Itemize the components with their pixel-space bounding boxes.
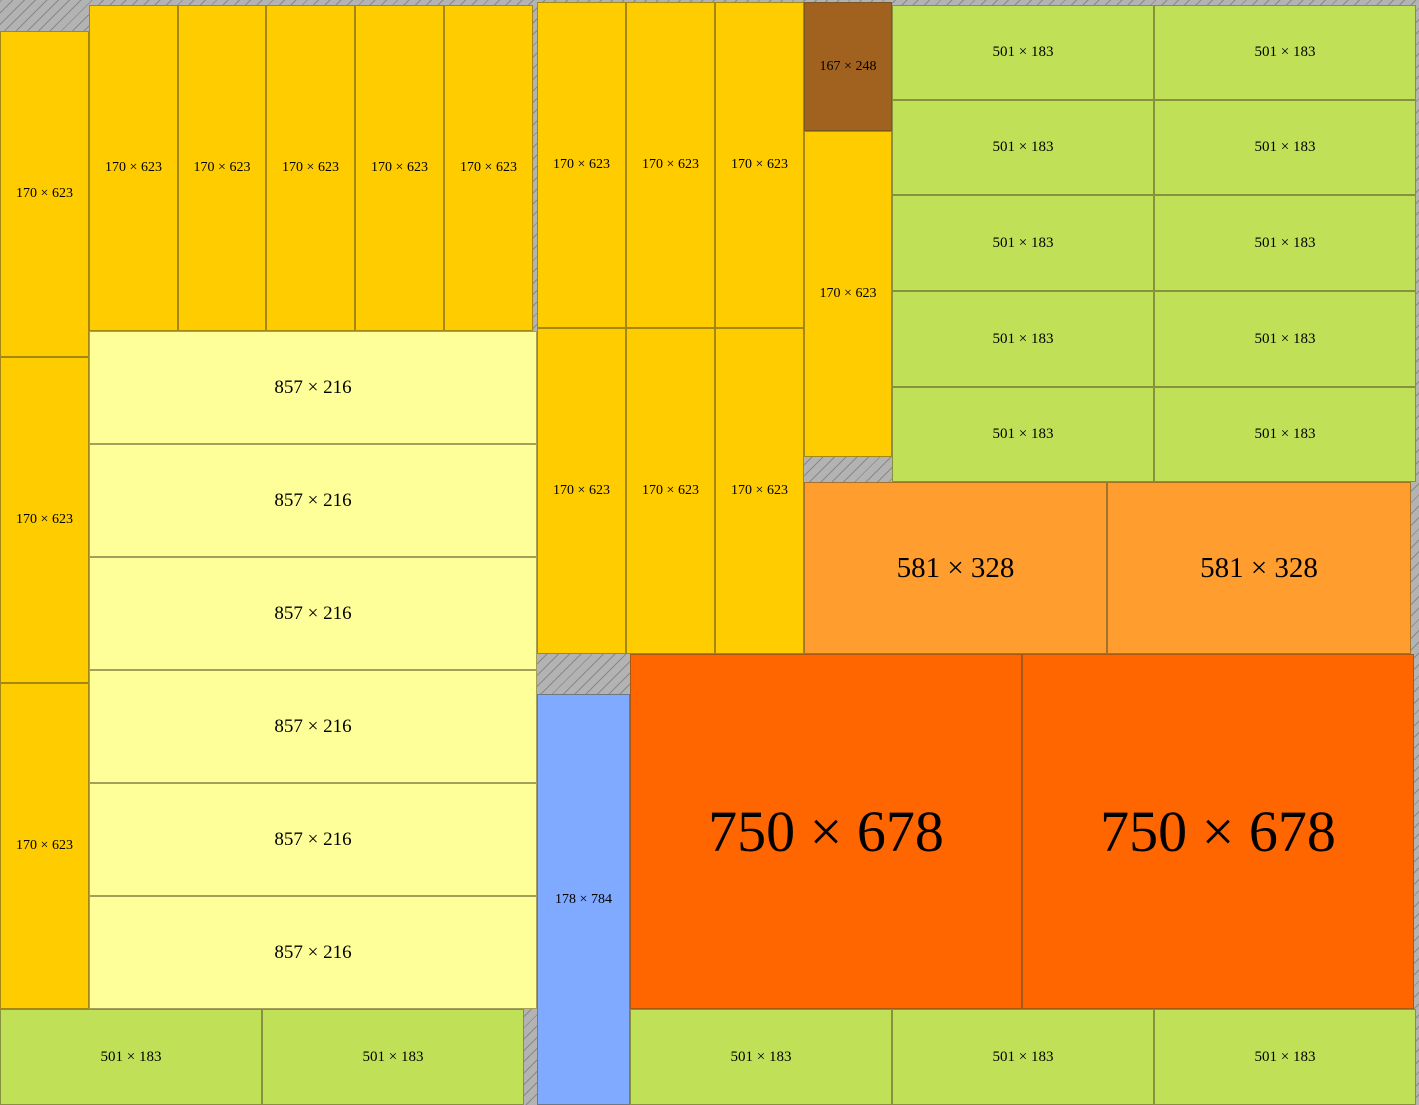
rect-750x678: 750 × 678 (630, 654, 1022, 1009)
rect-170x623: 170 × 623 (0, 683, 89, 1009)
rect-label: 501 × 183 (362, 1048, 424, 1065)
rect-label: 857 × 216 (274, 828, 352, 850)
rect-501x183: 501 × 183 (262, 1009, 524, 1105)
rect-501x183: 501 × 183 (0, 1009, 262, 1105)
rect-581x328: 581 × 328 (804, 482, 1107, 654)
rect-857x216: 857 × 216 (89, 444, 537, 557)
rect-501x183: 501 × 183 (892, 387, 1154, 482)
rect-label: 178 × 784 (555, 891, 612, 907)
rect-178x784: 178 × 784 (537, 694, 630, 1105)
rect-label: 170 × 623 (553, 157, 610, 172)
rect-label: 170 × 623 (282, 160, 339, 175)
rect-170x623: 170 × 623 (626, 2, 715, 328)
rect-501x183: 501 × 183 (1154, 5, 1416, 100)
rect-501x183: 501 × 183 (1154, 1009, 1416, 1105)
rect-label: 857 × 216 (274, 715, 352, 737)
rect-501x183: 501 × 183 (630, 1009, 892, 1105)
rect-label: 501 × 183 (992, 44, 1054, 60)
rect-label: 501 × 183 (1254, 234, 1316, 251)
rect-501x183: 501 × 183 (892, 195, 1154, 291)
rect-label: 501 × 183 (1254, 139, 1316, 155)
rect-170x623: 170 × 623 (355, 5, 444, 331)
rect-label: 501 × 183 (1254, 426, 1316, 442)
rect-label: 857 × 216 (274, 941, 352, 963)
rect-170x623: 170 × 623 (626, 328, 715, 654)
rect-581x328: 581 × 328 (1107, 482, 1411, 654)
rect-label: 170 × 623 (193, 160, 251, 175)
rect-170x623: 170 × 623 (537, 328, 626, 654)
rect-label: 170 × 623 (460, 160, 517, 175)
rect-label: 501 × 183 (100, 1048, 162, 1065)
rect-label: 170 × 623 (731, 483, 788, 498)
rect-857x216: 857 × 216 (89, 331, 537, 444)
rect-501x183: 501 × 183 (1154, 195, 1416, 291)
rect-label: 750 × 678 (708, 799, 944, 864)
rect-170x623: 170 × 623 (804, 131, 892, 457)
rect-label: 501 × 183 (992, 139, 1054, 155)
rect-label: 501 × 183 (1254, 1048, 1316, 1065)
rect-label: 501 × 183 (992, 426, 1054, 442)
rect-label: 581 × 328 (896, 551, 1015, 584)
rect-501x183: 501 × 183 (892, 5, 1154, 100)
rect-857x216: 857 × 216 (89, 783, 537, 896)
rect-170x623: 170 × 623 (537, 2, 626, 328)
rect-label: 170 × 623 (819, 286, 877, 301)
rect-501x183: 501 × 183 (1154, 291, 1416, 387)
rect-label: 857 × 216 (274, 489, 352, 511)
rect-857x216: 857 × 216 (89, 557, 537, 670)
rect-label: 501 × 183 (992, 330, 1054, 347)
rect-501x183: 501 × 183 (1154, 100, 1416, 195)
rect-label: 501 × 183 (1254, 44, 1316, 60)
rect-label: 170 × 623 (16, 186, 73, 201)
rect-label: 170 × 623 (553, 483, 610, 498)
rect-501x183: 501 × 183 (892, 291, 1154, 387)
rect-label: 501 × 183 (992, 1048, 1054, 1065)
rect-label: 170 × 623 (105, 160, 162, 175)
rect-label: 857 × 216 (274, 602, 352, 624)
rect-501x183: 501 × 183 (892, 1009, 1154, 1105)
rect-170x623: 170 × 623 (444, 5, 533, 331)
rect-label: 501 × 183 (1254, 330, 1316, 347)
rect-label: 167 × 248 (819, 58, 877, 74)
rect-label: 750 × 678 (1100, 799, 1336, 864)
rect-label: 857 × 216 (274, 376, 352, 398)
rect-label: 581 × 328 (1200, 551, 1318, 584)
rect-857x216: 857 × 216 (89, 896, 537, 1009)
rect-170x623: 170 × 623 (266, 5, 355, 331)
rect-label: 170 × 623 (642, 483, 699, 498)
rect-170x623: 170 × 623 (715, 328, 804, 654)
rect-857x216: 857 × 216 (89, 670, 537, 783)
rect-501x183: 501 × 183 (892, 100, 1154, 195)
rect-170x623: 170 × 623 (715, 2, 804, 328)
rect-label: 170 × 623 (371, 160, 428, 175)
rect-label: 170 × 623 (642, 157, 699, 172)
rect-label: 170 × 623 (16, 512, 73, 527)
rect-label: 170 × 623 (731, 157, 788, 172)
rect-170x623: 170 × 623 (0, 31, 89, 357)
rect-167x248: 167 × 248 (804, 2, 892, 131)
rect-label: 501 × 183 (992, 234, 1054, 251)
rect-750x678: 750 × 678 (1022, 654, 1414, 1009)
rect-170x623: 170 × 623 (178, 5, 266, 331)
rect-170x623: 170 × 623 (0, 357, 89, 683)
rect-label: 170 × 623 (16, 838, 73, 853)
rect-170x623: 170 × 623 (89, 5, 178, 331)
rect-label: 501 × 183 (730, 1048, 792, 1065)
rect-501x183: 501 × 183 (1154, 387, 1416, 482)
